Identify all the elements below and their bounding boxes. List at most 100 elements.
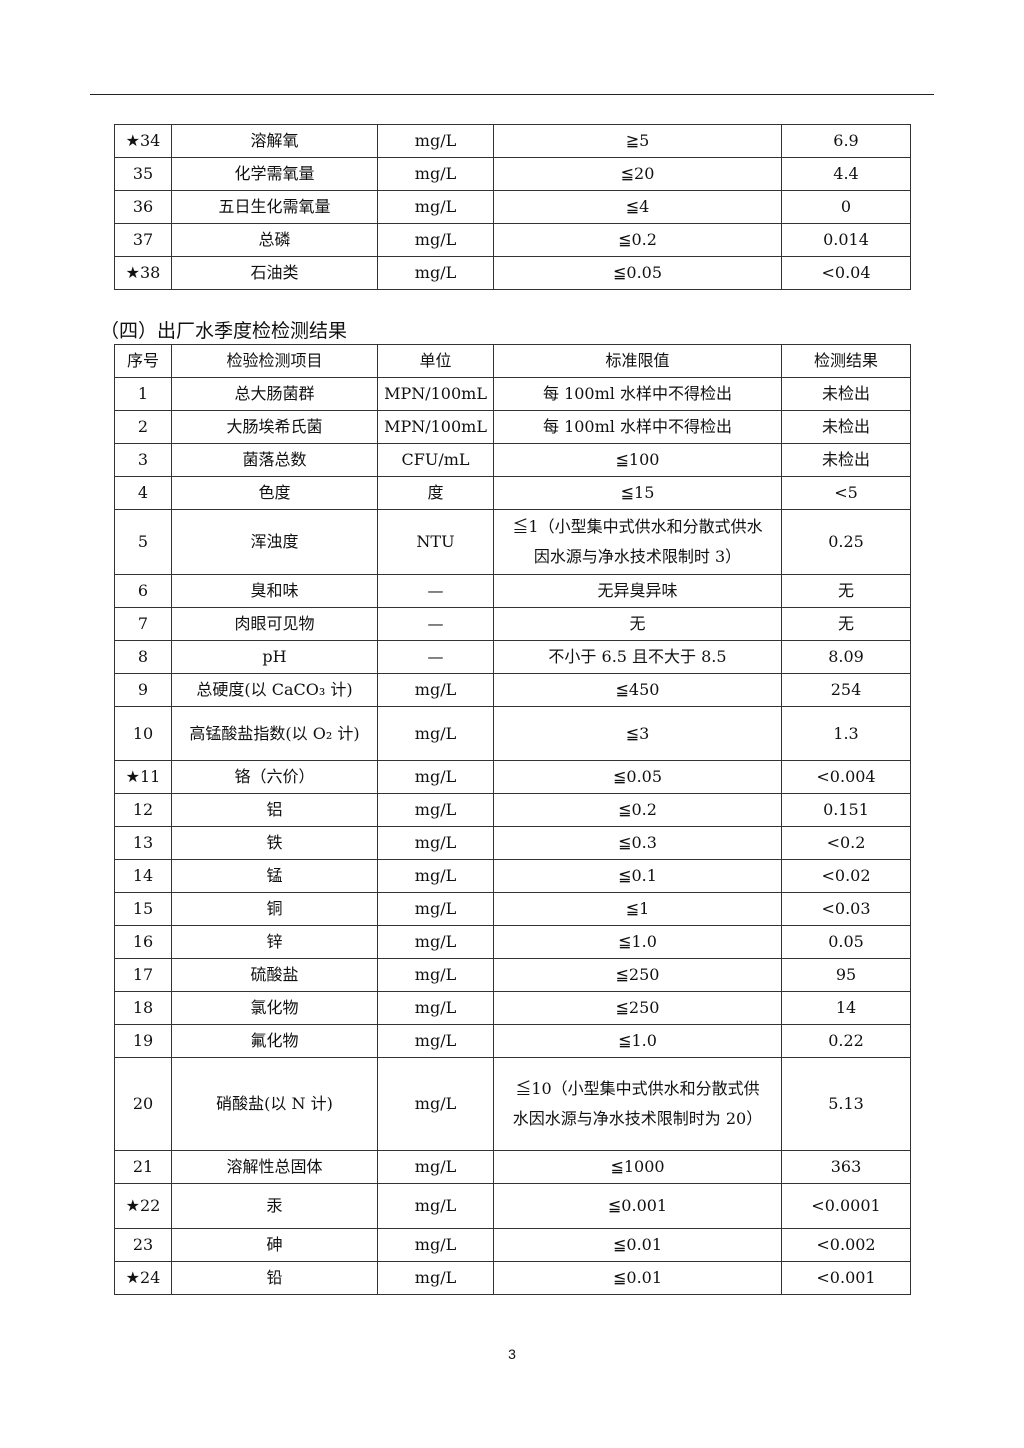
- cell-row-number: 16: [114, 925, 172, 959]
- cell-standard-limit: 每 100ml 水样中不得检出: [493, 410, 782, 444]
- cell-unit: mg/L: [377, 1183, 494, 1229]
- cell-test-item: 氯化物: [171, 991, 378, 1025]
- cell-standard-limit: ≦0.2: [493, 223, 782, 257]
- header-standard-limit: 标准限值: [493, 344, 782, 378]
- page-number: 3: [508, 1346, 516, 1362]
- cell-test-result: 95: [781, 958, 911, 992]
- table-row: 23 砷 mg/L ≦0.01 <0.002: [114, 1228, 911, 1262]
- cell-unit: mg/L: [377, 706, 494, 761]
- table-row: 4 色度度 ≦15 <5: [114, 476, 911, 510]
- cell-standard-limit: ≦4: [493, 190, 782, 224]
- cell-unit: mg/L: [377, 793, 494, 827]
- cell-row-number: 19: [114, 1024, 172, 1058]
- cell-unit: mg/L: [377, 190, 494, 224]
- cell-test-result: 未检出: [781, 443, 911, 477]
- cell-test-result: 8.09: [781, 640, 911, 674]
- cell-row-number: 18: [114, 991, 172, 1025]
- cell-row-number: 3: [114, 443, 172, 477]
- table-row: 2 大肠埃希氏菌 MPN/100mL 每 100ml 水样中不得检出 未检出: [114, 410, 911, 444]
- cell-standard-limit: ≦0.1: [493, 859, 782, 893]
- cell-row-number: ★22: [114, 1183, 172, 1229]
- cell-test-item: pH: [171, 640, 378, 674]
- cell-unit: mg/L: [377, 157, 494, 191]
- cell-test-item: 浑浊度: [171, 509, 378, 575]
- cell-test-result: 14: [781, 991, 911, 1025]
- section-title: （四）出厂水季度检检测结果: [100, 320, 348, 342]
- table-row: 6 臭和味 — 无异臭异味无: [114, 574, 911, 608]
- cell-unit: mg/L: [377, 1261, 494, 1295]
- cell-test-item: 溶解性总固体: [171, 1150, 378, 1184]
- table-row: 21 溶解性总固体 mg/L ≦1000 363: [114, 1150, 911, 1184]
- cell-standard-limit: ≦250: [493, 958, 782, 992]
- cell-test-item: 五日生化需氧量: [171, 190, 378, 224]
- cell-test-item: 化学需氧量: [171, 157, 378, 191]
- cell-standard-limit: ≦1.0: [493, 1024, 782, 1058]
- cell-row-number: ★24: [114, 1261, 172, 1295]
- cell-test-result: 6.9: [781, 124, 911, 158]
- cell-unit: —: [377, 640, 494, 674]
- cell-test-item: 石油类: [171, 256, 378, 290]
- table-row: 9 总硬度(以 CaCO₃ 计) mg/L ≦450 254: [114, 673, 911, 707]
- header-rule: [90, 94, 934, 95]
- cell-test-result: <0.03: [781, 892, 911, 926]
- cell-row-number: 20: [114, 1057, 172, 1151]
- table-row: 18 氯化物 mg/L ≦250 14: [114, 991, 911, 1025]
- cell-standard-limit: ≦250: [493, 991, 782, 1025]
- cell-row-number: 7: [114, 607, 172, 641]
- cell-test-result: 无: [781, 574, 911, 608]
- cell-unit: mg/L: [377, 859, 494, 893]
- table-row: 17 硫酸盐 mg/L ≦250 95: [114, 958, 911, 992]
- cell-standard-limit: ≦10（小型集中式供水和分散式供水因水源与净水技术限制时为 20）: [493, 1057, 782, 1151]
- cell-standard-limit: ≦1000: [493, 1150, 782, 1184]
- cell-row-number: 8: [114, 640, 172, 674]
- cell-test-item: 汞: [171, 1183, 378, 1229]
- table-row: 13 铁 mg/L ≦0.3 <0.2: [114, 826, 911, 860]
- header-test-item: 检验检测项目: [171, 344, 378, 378]
- cell-test-result: 无: [781, 607, 911, 641]
- cell-test-item: 铜: [171, 892, 378, 926]
- cell-test-result: <0.0001: [781, 1183, 911, 1229]
- cell-row-number: 13: [114, 826, 172, 860]
- cell-test-result: 未检出: [781, 377, 911, 411]
- cell-test-result: <0.001: [781, 1261, 911, 1295]
- continued-results-table: ★34 溶解氧 mg/L ≧5 6.9 35 化学需氧量 mg/L ≦20 4.4 36 五日生化需氧…: [114, 124, 911, 290]
- cell-row-number: 35: [114, 157, 172, 191]
- cell-standard-limit: ≦0.01: [493, 1261, 782, 1295]
- header-row-number: 序号: [114, 344, 172, 378]
- table-row: 3 菌落总数 CFU/mL ≦100 未检出: [114, 443, 911, 477]
- cell-row-number: 37: [114, 223, 172, 257]
- cell-row-number: 5: [114, 509, 172, 575]
- cell-unit: mg/L: [377, 1228, 494, 1262]
- cell-standard-limit: ≦450: [493, 673, 782, 707]
- cell-standard-limit: ≦1（小型集中式供水和分散式供水因水源与净水技术限制时 3）: [493, 509, 782, 575]
- header-test-result: 检测结果: [781, 344, 911, 378]
- cell-unit: mg/L: [377, 1057, 494, 1151]
- cell-unit: mg/L: [377, 124, 494, 158]
- cell-standard-limit: ≦15: [493, 476, 782, 510]
- cell-test-result: 0.22: [781, 1024, 911, 1058]
- cell-test-item: 溶解氧: [171, 124, 378, 158]
- cell-row-number: ★38: [114, 256, 172, 290]
- cell-unit: mg/L: [377, 925, 494, 959]
- cell-row-number: 21: [114, 1150, 172, 1184]
- table-row: ★11 铬（六价） mg/L ≦0.05 <0.004: [114, 760, 911, 794]
- cell-standard-limit: 无异臭异味: [493, 574, 782, 608]
- cell-test-item: 锌: [171, 925, 378, 959]
- cell-test-result: 未检出: [781, 410, 911, 444]
- cell-row-number: 1: [114, 377, 172, 411]
- cell-test-item: 硝酸盐(以 N 计): [171, 1057, 378, 1151]
- cell-unit: mg/L: [377, 1150, 494, 1184]
- cell-test-result: 0.25: [781, 509, 911, 575]
- table-header-row: 序号 检验检测项目 单位 标准限值 检测结果: [114, 344, 911, 378]
- table-row: 5 浑浊度 NTU ≦1（小型集中式供水和分散式供水因水源与净水技术限制时 3） 0.2…: [114, 509, 911, 575]
- cell-standard-limit: 不小于 6.5 且不大于 8.5: [493, 640, 782, 674]
- cell-row-number: 14: [114, 859, 172, 893]
- cell-test-result: <0.002: [781, 1228, 911, 1262]
- cell-test-item: 大肠埃希氏菌: [171, 410, 378, 444]
- table-row: 35 化学需氧量 mg/L ≦20 4.4: [114, 157, 911, 191]
- cell-test-item: 色度: [171, 476, 378, 510]
- quarterly-results-table: 序号 检验检测项目 单位 标准限值 检测结果 1 总大肠菌群 MPN/100mL 每 100m…: [114, 344, 911, 1295]
- cell-row-number: 17: [114, 958, 172, 992]
- table-row: 7 肉眼可见物 — 无无: [114, 607, 911, 641]
- cell-test-result: 0: [781, 190, 911, 224]
